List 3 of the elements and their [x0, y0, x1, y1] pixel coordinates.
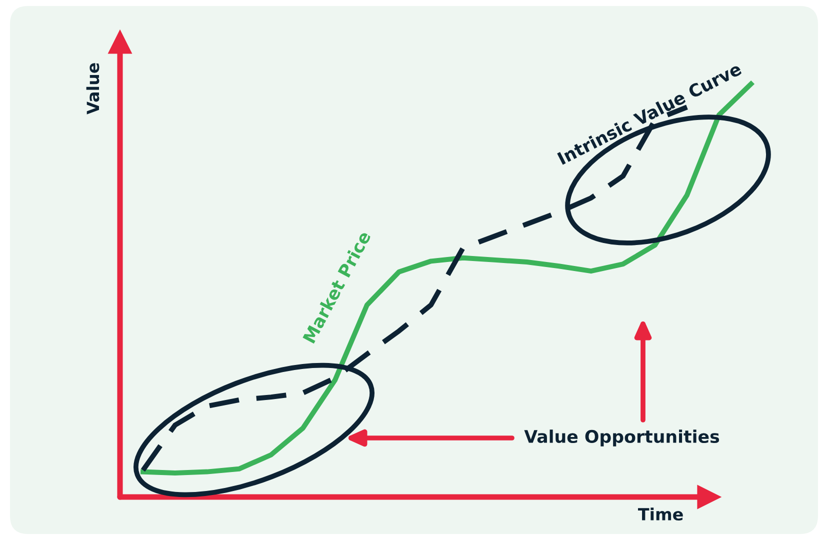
- annotation: Value Opportunities: [524, 430, 720, 446]
- y-axis-title: Value: [86, 63, 100, 114]
- x-axis-title: Time: [638, 508, 683, 521]
